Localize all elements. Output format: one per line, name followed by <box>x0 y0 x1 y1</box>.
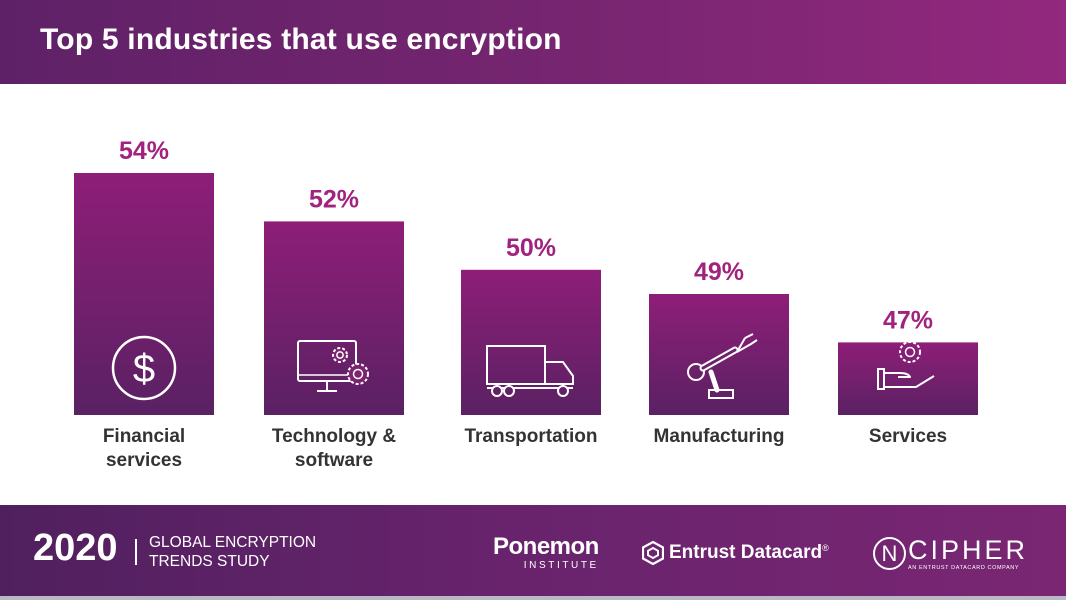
category-label-3: Manufacturing <box>653 426 785 447</box>
footer-divider <box>135 539 137 565</box>
category-label-2: Transportation <box>464 426 598 447</box>
bar-0 <box>74 173 214 415</box>
study-year: 2020 <box>33 527 118 569</box>
bar-chart-svg: 54% $52% 50% 49% 47% <box>74 137 978 415</box>
bar-4 <box>838 342 978 415</box>
category-label-4: Services <box>868 426 948 447</box>
category-label-0: Financial services <box>102 426 186 471</box>
entrust-registered-mark: ® <box>822 543 829 553</box>
computer-gears-icon <box>297 340 369 392</box>
category-label-1: Technology & software <box>271 426 397 471</box>
page-title: Top 5 industries that use encryption <box>40 23 562 56</box>
bar-2 <box>461 269 601 415</box>
svg-text:$: $ <box>133 347 155 391</box>
ponemon-logo-sub: INSTITUTE <box>523 560 599 571</box>
ponemon-logo-name: Ponemon <box>493 533 599 560</box>
ncipher-logo-name: CIPHER <box>908 535 1029 565</box>
truck-icon <box>486 345 574 397</box>
ponemon-logo: Ponemon INSTITUTE <box>493 533 599 572</box>
bar-value-label-0: 54% <box>119 137 169 165</box>
footer-banner: 2020 GLOBAL ENCRYPTION TRENDS STUDY Pone… <box>0 505 1066 600</box>
bar-value-label-4: 47% <box>883 306 933 334</box>
bar-value-label-1: 52% <box>309 185 359 213</box>
study-title: GLOBAL ENCRYPTION TRENDS STUDY <box>149 533 316 571</box>
study-title-line1: GLOBAL ENCRYPTION <box>149 534 317 551</box>
dollar-icon: $ <box>111 335 177 401</box>
bar-1 <box>264 221 404 415</box>
bar-chart: 54% $52% 50% 49% 47% Financial services Techn… <box>0 84 1066 505</box>
hand-gear-icon <box>877 341 935 390</box>
ncipher-n-circle: N <box>873 537 906 570</box>
entrust-datacard-logo: Entrust Datacard ® <box>642 541 829 565</box>
ncipher-tagline: AN ENTRUST DATACARD COMPANY <box>908 565 1020 571</box>
bar-value-label-3: 49% <box>694 258 744 286</box>
header-banner: Top 5 industries that use encryption <box>0 0 1066 84</box>
bar-value-label-2: 50% <box>506 234 556 262</box>
bar-3 <box>649 294 789 415</box>
study-title-line2: TRENDS STUDY <box>149 553 270 570</box>
entrust-hexagon-icon <box>642 541 664 565</box>
robot-arm-icon <box>687 333 758 399</box>
entrust-logo-name: Entrust Datacard <box>669 542 823 563</box>
ncipher-logo: N CIPHER AN ENTRUST DATACARD COMPANY <box>873 537 1028 571</box>
